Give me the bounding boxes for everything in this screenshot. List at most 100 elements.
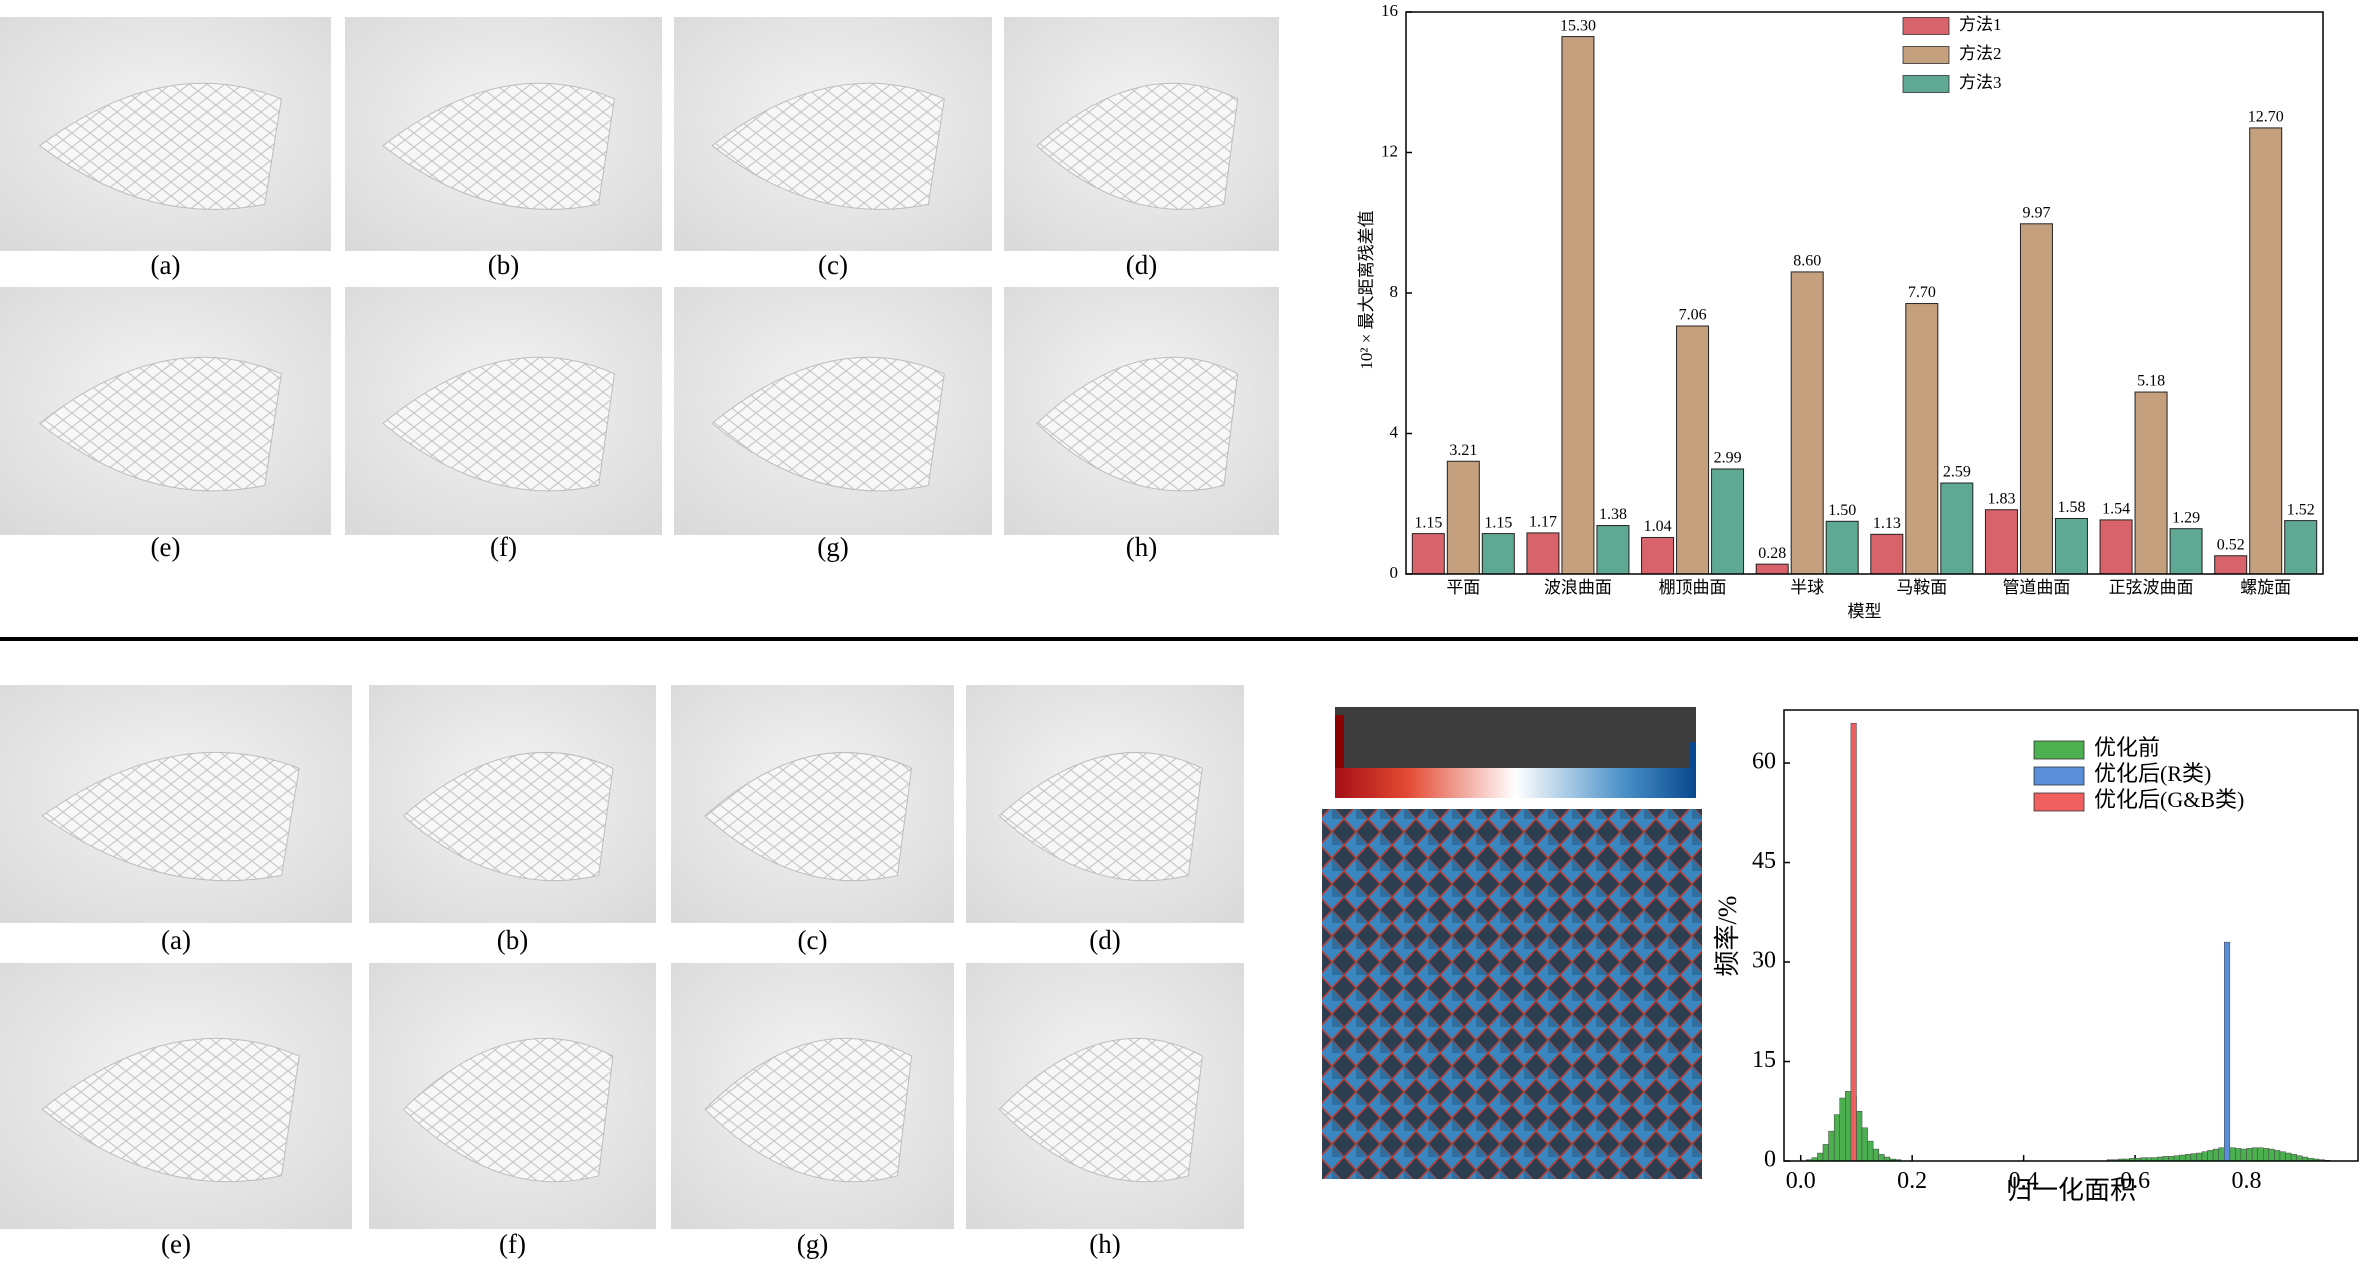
pattern-image — [1322, 809, 1702, 1179]
legend-label: 方法1 — [1959, 15, 2002, 34]
hist-bar — [2235, 1148, 2242, 1162]
surface — [402, 1037, 614, 1183]
bar — [1790, 271, 1824, 575]
y-tick-label: 4 — [1390, 422, 1399, 441]
panel-label: (d) — [1126, 250, 1157, 280]
value-label: 2.99 — [1714, 450, 1742, 467]
bar — [2249, 127, 2283, 575]
hist-bar — [2285, 1152, 2292, 1162]
hist-bar — [1872, 1148, 1879, 1162]
axes-frame — [1405, 11, 2324, 575]
legend-label: 优化前 — [2094, 735, 2160, 760]
panel-label: (h) — [1089, 1229, 1120, 1259]
bar — [1711, 468, 1745, 575]
hist-bar — [2184, 1154, 2192, 1162]
value-label: 1.83 — [1987, 490, 2015, 507]
hist-bar — [2268, 1148, 2275, 1162]
hist-bar — [1817, 1152, 1824, 1162]
bar — [1561, 36, 1595, 575]
bar — [1755, 563, 1789, 575]
panel-label: (f) — [499, 1229, 526, 1259]
legend-swatch — [1902, 75, 1950, 93]
hist-bar — [1833, 1114, 1840, 1162]
y-tick-label: 15 — [1752, 1047, 1776, 1073]
value-label: 1.29 — [2172, 509, 2200, 526]
value-label: 2.59 — [1943, 464, 1971, 481]
legend-label: 方法2 — [1959, 44, 2002, 63]
hist-bar — [2274, 1150, 2281, 1162]
hist-bar — [1822, 1144, 1829, 1162]
hist-bar — [2296, 1155, 2303, 1162]
hist-bar — [1845, 1091, 1852, 1162]
legend-swatch — [1902, 17, 1950, 35]
value-label: 0.52 — [2217, 536, 2245, 553]
value-label: 1.04 — [1644, 518, 1672, 535]
bar — [2099, 519, 2133, 575]
x-tick-label: 螺旋面 — [2240, 578, 2291, 597]
surface — [998, 751, 1203, 882]
value-label: 1.52 — [2287, 501, 2315, 518]
y-axis-label: 频率/% — [1713, 896, 1742, 977]
hist-bar — [2246, 1148, 2253, 1162]
value-label: 7.06 — [1679, 307, 1707, 324]
bar — [1596, 525, 1630, 575]
bar — [1905, 303, 1939, 575]
hist-bar — [2240, 1148, 2247, 1162]
colorbar-edge — [1689, 742, 1696, 768]
hist-bar — [1878, 1154, 1885, 1162]
panel-label: (f) — [490, 532, 517, 562]
x-tick-label: 正弦波曲面 — [2109, 578, 2194, 597]
bar — [2134, 391, 2168, 575]
surface — [41, 751, 300, 882]
hist-bar — [2173, 1155, 2180, 1162]
value-label: 8.60 — [1793, 253, 1821, 270]
x-tick-label: 0.6 — [2120, 1168, 2150, 1194]
bar — [2054, 518, 2088, 575]
x-tick-label: 平面 — [1446, 578, 1480, 597]
x-tick-label: 0.2 — [1897, 1168, 1927, 1194]
surface — [711, 82, 945, 210]
panel-label: (b) — [488, 250, 519, 280]
y-tick-label: 0 — [1390, 563, 1399, 582]
legend-swatch — [2033, 740, 2085, 760]
hist-bar — [2201, 1151, 2208, 1162]
bar — [2169, 528, 2203, 575]
bar — [1870, 533, 1904, 575]
value-label: 1.15 — [1414, 514, 1442, 531]
value-label: 1.38 — [1599, 506, 1627, 523]
x-tick-label: 棚顶曲面 — [1659, 578, 1727, 597]
hist-bar — [2212, 1148, 2219, 1162]
surface — [711, 356, 945, 492]
hist-bar — [2263, 1148, 2270, 1162]
panel-label: (a) — [161, 925, 191, 955]
panel-label: (d) — [1089, 925, 1120, 955]
x-axis-label: 归一化面积 — [2006, 1176, 2136, 1205]
hist-bar — [2257, 1147, 2264, 1162]
bar — [1411, 533, 1445, 575]
legend-swatch — [2033, 766, 2085, 786]
hist-bar — [2196, 1152, 2203, 1162]
x-tick-label: 半球 — [1790, 578, 1824, 597]
panel-label: (h) — [1126, 532, 1157, 562]
panel-label: (c) — [818, 250, 848, 280]
x-tick-label: 马鞍面 — [1896, 578, 1947, 597]
y-axis-label: 10² × 最大距离残差值 — [1357, 210, 1376, 369]
hist-bar — [2279, 1151, 2286, 1162]
bar — [1676, 325, 1710, 575]
surface — [1036, 82, 1239, 210]
hist-bar — [2251, 1147, 2258, 1162]
panel-label: (b) — [497, 925, 528, 955]
y-tick-label: 60 — [1752, 749, 1776, 775]
bar — [1825, 520, 1859, 575]
value-label: 15.30 — [1560, 17, 1596, 34]
colormap-panel — [1322, 707, 1702, 1179]
legend-label: 优化后(R类) — [2094, 761, 2211, 786]
value-label: 0.28 — [1758, 545, 1786, 562]
legend-label: 方法3 — [1959, 73, 2002, 92]
x-tick-label: 0.8 — [2232, 1168, 2262, 1194]
bar — [1481, 533, 1515, 575]
panel-label: (e) — [161, 1229, 191, 1259]
panel-label: (g) — [797, 1229, 828, 1259]
x-tick-label: 管道曲面 — [2002, 578, 2070, 597]
